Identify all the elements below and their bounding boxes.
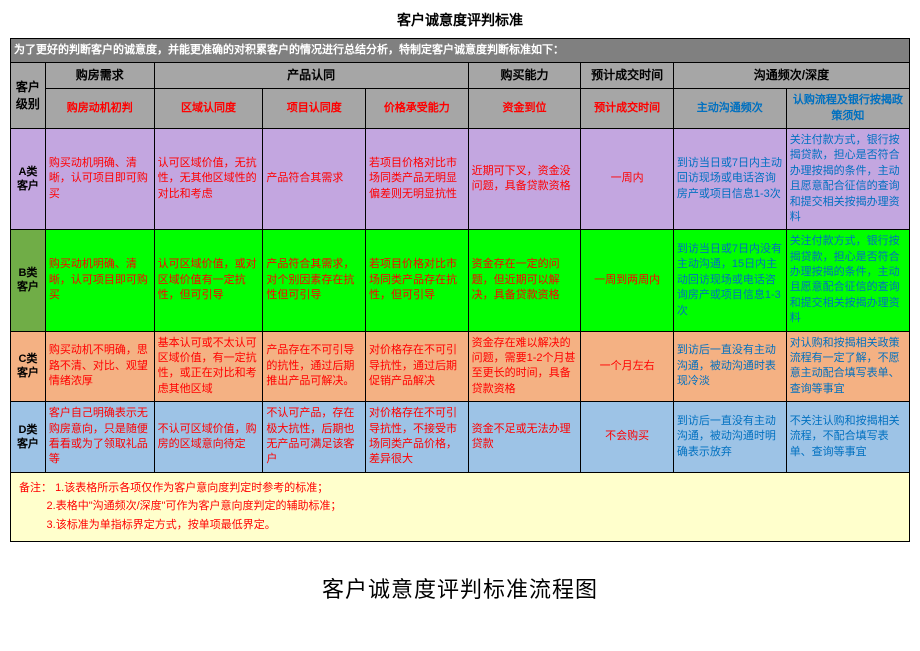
b-c6: 一周到两周内 [581,230,673,331]
intro-row: 为了更好的判断客户的诚意度，并能更准确的对积累客户的情况进行总结分析，特制定客户… [11,39,910,63]
hdr-customer-level: 客户级别 [11,63,46,129]
sub-funds: 资金到位 [468,89,581,129]
notes-cell: 备注： 1.该表格所示各项仅作为客户意向度判定时参考的标准； 2.表格中"沟通频… [11,472,910,541]
page-title: 客户诚意度评判标准 [10,10,910,30]
d-c2: 不认可区域价值，购房的区域意向待定 [154,402,263,473]
flow-title: 客户诚意度评判标准流程图 [10,572,910,604]
a-c6: 一周内 [581,128,673,229]
criteria-table: 为了更好的判断客户的诚意度，并能更准确的对积累客户的情况进行总结分析，特制定客户… [10,38,910,542]
b-c8: 关注付款方式，银行按揭贷款，担心是否符合办理按揭的条件，主动且愿意配合征信的查询… [786,230,909,331]
label-a: A类客户 [11,128,46,229]
c-c5: 资金存在难以解决的问题，需要1-2个月甚至更长的时间，具备贷款资格 [468,331,581,402]
row-a: A类客户 购买动机明确、清晰，认可项目即可购买 认可区域价值，无抗性，无其他区域… [11,128,910,229]
hdr-comm: 沟通频次/深度 [673,63,909,89]
d-c8: 不关注认购和按揭相关流程，不配合填写表单、查询等事宜 [786,402,909,473]
c-c8: 对认购和按揭相关政策流程有一定了解，不愿意主动配合填写表单、查询等事宜 [786,331,909,402]
header-row-1: 客户级别 购房需求 产品认同 购买能力 预计成交时间 沟通频次/深度 [11,63,910,89]
a-c8: 关注付款方式，银行按揭贷款，担心是否符合办理按揭的条件，主动且愿意配合征信的查询… [786,128,909,229]
a-c2: 认可区域价值，无抗性，无其他区域性的对比和考虑 [154,128,263,229]
c-c3: 产品存在不可引导的抗性，通过后期推出产品可解决。 [263,331,366,402]
hdr-timing: 预计成交时间 [581,63,673,89]
notes-n2: 2.表格中"沟通频次/深度"可作为客户意向度判定的辅助标准； [47,500,342,512]
sub-policy: 认购流程及银行按揭政策须知 [786,89,909,129]
d-c3: 不认可产品，存在极大抗性，后期也无产品可满足该客户 [263,402,366,473]
c-c7: 到访后一直没有主动沟通，被动沟通时表现冷淡 [673,331,786,402]
c-c1: 购买动机不明确，思路不清、对比、观望情绪浓厚 [45,331,154,402]
label-d: D类客户 [11,402,46,473]
header-row-2: 购房动机初判 区域认同度 项目认同度 价格承受能力 资金到位 预计成交时间 主动… [11,89,910,129]
row-b: B类客户 购买动机明确、清晰，认可项目即可购买 认可区域价值，或对区域价值有一定… [11,230,910,331]
row-d: D类客户 客户自己明确表示无购房意向，只是随便看看或为了领取礼品等 不认可区域价… [11,402,910,473]
label-b: B类客户 [11,230,46,331]
d-c7: 到访后一直没有主动沟通，被动沟通时明确表示放弃 [673,402,786,473]
a-c4: 若项目价格对比市场同类产品无明显偏差则无明显抗性 [366,128,469,229]
row-c: C类客户 购买动机不明确，思路不清、对比、观望情绪浓厚 基本认可或不太认可区域价… [11,331,910,402]
d-c5: 资金不足或无法办理贷款 [468,402,581,473]
sub-motive: 购房动机初判 [45,89,154,129]
d-c1: 客户自己明确表示无购房意向，只是随便看看或为了领取礼品等 [45,402,154,473]
hdr-demand: 购房需求 [45,63,154,89]
notes-label: 备注： [19,482,52,494]
c-c6: 一个月左右 [581,331,673,402]
a-c1: 购买动机明确、清晰，认可项目即可购买 [45,128,154,229]
d-c6: 不会购买 [581,402,673,473]
intro-text: 为了更好的判断客户的诚意度，并能更准确的对积累客户的情况进行总结分析，特制定客户… [11,39,910,63]
sub-freq: 主动沟通频次 [673,89,786,129]
b-c1: 购买动机明确、清晰，认可项目即可购买 [45,230,154,331]
d-c4: 对价格存在不可引导抗性，不接受市场同类产品价格，差异很大 [366,402,469,473]
b-c2: 认可区域价值，或对区域价值有一定抗性，但可引导 [154,230,263,331]
b-c4: 若项目价格对比市场同类产品存在抗性，但可引导 [366,230,469,331]
hdr-product: 产品认同 [154,63,468,89]
b-c7: 到访当日或7日内没有主动沟通，15日内主动回访现场或电话咨询房产或项目信息1-3… [673,230,786,331]
notes-row: 备注： 1.该表格所示各项仅作为客户意向度判定时参考的标准； 2.表格中"沟通频… [11,472,910,541]
label-c: C类客户 [11,331,46,402]
hdr-ability: 购买能力 [468,63,581,89]
c-c2: 基本认可或不太认可区域价值，有一定抗性，或正在对比和考虑其他区域 [154,331,263,402]
a-c5: 近期可下叉，资金没问题，具备贷款资格 [468,128,581,229]
sub-time: 预计成交时间 [581,89,673,129]
notes-n3: 3.该标准为单指标界定方式，按单项最低界定。 [47,519,276,531]
b-c3: 产品符合其需求，对个别因素存在抗性但可引导 [263,230,366,331]
a-c7: 到访当日或7日内主动回访现场或电话咨询房产或项目信息1-3次 [673,128,786,229]
b-c5: 资金存在一定的问题，但近期可以解决，具备贷款资格 [468,230,581,331]
a-c3: 产品符合其需求 [263,128,366,229]
sub-price: 价格承受能力 [366,89,469,129]
notes-n1: 1.该表格所示各项仅作为客户意向度判定时参考的标准； [55,482,328,494]
c-c4: 对价格存在不可引导抗性，通过后期促销产品解决 [366,331,469,402]
sub-region: 区域认同度 [154,89,263,129]
sub-project: 项目认同度 [263,89,366,129]
